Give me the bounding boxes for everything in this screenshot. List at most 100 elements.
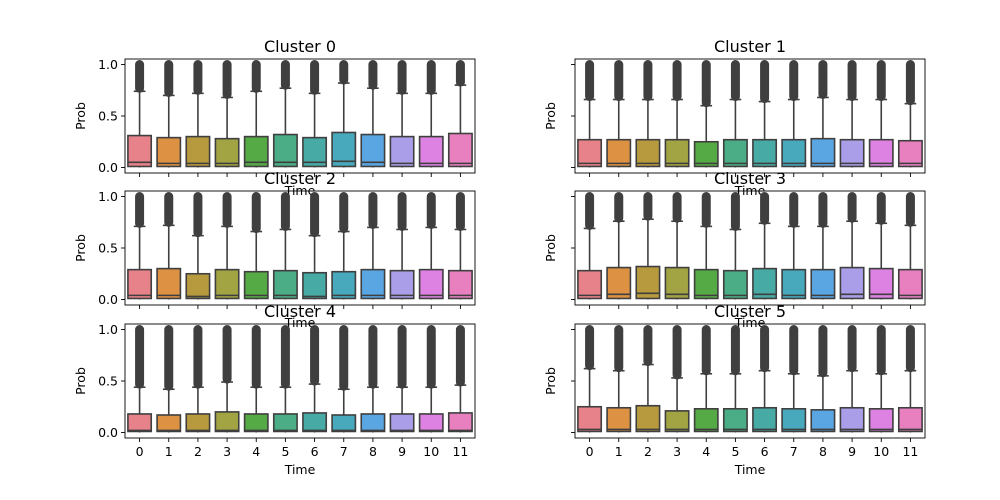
y-tick-label: 0.5 [98,109,118,124]
box-time-2 [185,60,211,168]
box [606,406,632,433]
box-time-8 [810,192,836,300]
box-time-0 [127,192,153,300]
box [839,406,865,433]
box-time-1 [156,60,182,168]
box [302,271,328,300]
box-time-5 [272,60,298,168]
y-tick-label: 1.0 [98,57,118,72]
box [752,406,778,433]
x-tick-label: 6 [311,444,319,459]
y-tick-label: 1.0 [98,189,118,204]
box-time-6 [302,192,328,300]
x-tick-label: 11 [452,444,468,459]
box [606,138,632,168]
box-time-4 [693,325,719,433]
box [693,408,719,433]
box-time-8 [810,60,836,168]
box-time-4 [243,192,269,300]
x-tick-label: 2 [644,444,652,459]
box-time-2 [635,192,661,300]
box [868,267,894,300]
box-time-9 [839,192,865,300]
box [722,408,748,433]
box-time-1 [606,60,632,168]
box [781,138,807,168]
box-time-7 [781,60,807,168]
box-time-0 [127,325,153,433]
panel-cluster-0: 0.0 0.5 1.0 Cluster 0 Time Prob [73,37,476,198]
y-tick-label: 1.0 [98,322,118,337]
box-time-10 [418,192,444,300]
box-time-0 [577,60,603,168]
box [418,413,444,433]
box [810,137,836,168]
box [664,266,690,300]
box-time-9 [839,325,865,433]
box [752,138,778,168]
x-axis-label: Time [284,183,316,198]
box [127,134,153,168]
box [302,412,328,433]
box [127,413,153,433]
panel-cluster-1: Cluster 1 Time Prob [543,37,926,198]
x-tick-label: 4 [252,444,260,459]
y-axis-label: Prob [543,367,558,395]
box [214,411,240,433]
box [868,138,894,168]
box [606,266,632,300]
box [722,138,748,168]
box-time-10 [868,325,894,433]
y-axis-label: Prob [543,234,558,262]
box [127,268,153,300]
box [897,139,923,168]
x-axis-label: Time [734,315,766,330]
box [897,406,923,433]
box-time-10 [868,192,894,300]
box-time-3 [664,60,690,168]
box-time-9 [389,60,415,168]
y-axis-label: Prob [73,234,88,262]
box [389,135,415,168]
box [693,268,719,300]
box [214,137,240,168]
box [635,138,661,168]
box-time-3 [214,60,240,168]
box-time-6 [302,325,328,433]
box-time-2 [635,60,661,168]
box-time-11 [897,325,923,433]
x-axis-label: Time [284,315,316,330]
x-tick-label: 11 [902,444,918,459]
y-tick-label: 0.5 [98,374,118,389]
box-time-7 [781,325,807,433]
box-time-11 [897,192,923,300]
box-time-8 [810,325,836,433]
x-axis-label: Time [734,462,766,477]
x-tick-label: 7 [340,444,348,459]
box [781,268,807,300]
box-time-9 [389,325,415,433]
box [810,268,836,300]
box [897,268,923,300]
box [635,265,661,300]
x-axis-label: Time [734,183,766,198]
box-time-1 [156,192,182,300]
box [635,404,661,433]
box-time-1 [606,325,632,433]
x-tick-label: 8 [819,444,827,459]
box-time-0 [577,325,603,433]
box-time-11 [447,325,473,433]
box-time-2 [185,192,211,300]
box-time-5 [722,325,748,433]
box [156,136,182,168]
x-tick-label: 2 [194,444,202,459]
box [302,136,328,168]
x-tick-label: 1 [165,444,173,459]
box-time-11 [447,60,473,168]
x-tick-label: 3 [223,444,231,459]
box [418,135,444,168]
